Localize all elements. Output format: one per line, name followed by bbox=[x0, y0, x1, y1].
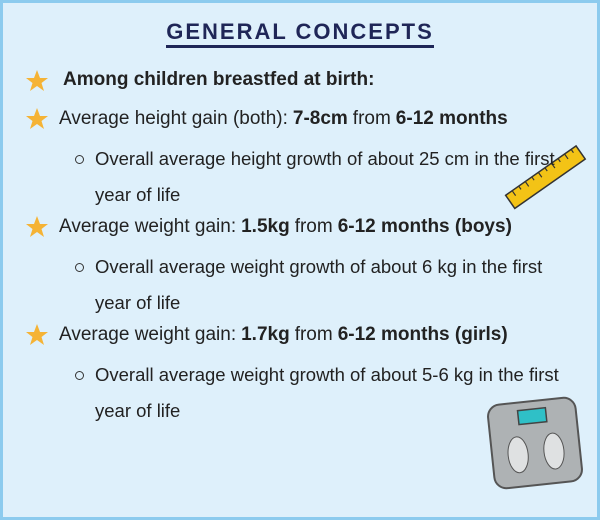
item: Average height gain (both): 7-8cm from 6-12… bbox=[59, 108, 513, 130]
star bbox=[26, 324, 48, 345]
intro: Among children breastfed at birth: bbox=[63, 69, 375, 90]
title: GENERAL CONCEPTS bbox=[3, 19, 597, 48]
text: Average weight gain: bbox=[59, 324, 237, 345]
bold-text: 1.5kg bbox=[241, 216, 290, 237]
sub-item: Overall average weight growth of about 6… bbox=[95, 256, 543, 313]
sub-item: Overall average weight growth of about 5… bbox=[95, 364, 559, 421]
sub-item: Overall average height growth of about 2… bbox=[95, 148, 555, 205]
bullet bbox=[75, 263, 84, 272]
bullet bbox=[75, 371, 84, 380]
text: from bbox=[294, 324, 333, 345]
star bbox=[26, 108, 48, 129]
bold-text: 1.7kg bbox=[241, 324, 290, 345]
star bbox=[26, 70, 48, 91]
bold-text: 7-8cm bbox=[292, 108, 348, 129]
star bbox=[26, 216, 48, 237]
text: Average height gain (both): bbox=[59, 108, 288, 129]
bold-text: 6-12 months (girls) bbox=[337, 324, 508, 345]
scale-icon bbox=[487, 396, 583, 490]
text: Average weight gain: bbox=[59, 216, 237, 237]
ruler-icon bbox=[504, 144, 587, 210]
text: from bbox=[352, 108, 391, 129]
bold-text: 6-12 months (boys) bbox=[337, 216, 512, 237]
text: from bbox=[294, 216, 333, 237]
bullet bbox=[75, 155, 84, 164]
title-text: GENERAL CONCEPTS bbox=[166, 19, 434, 48]
item: Average weight gain: 1.7kg from 6-12 months… bbox=[59, 324, 513, 346]
bold-text: 6-12 months bbox=[395, 108, 508, 129]
item: Average weight gain: 1.5kg from 6-12 months… bbox=[59, 216, 517, 238]
